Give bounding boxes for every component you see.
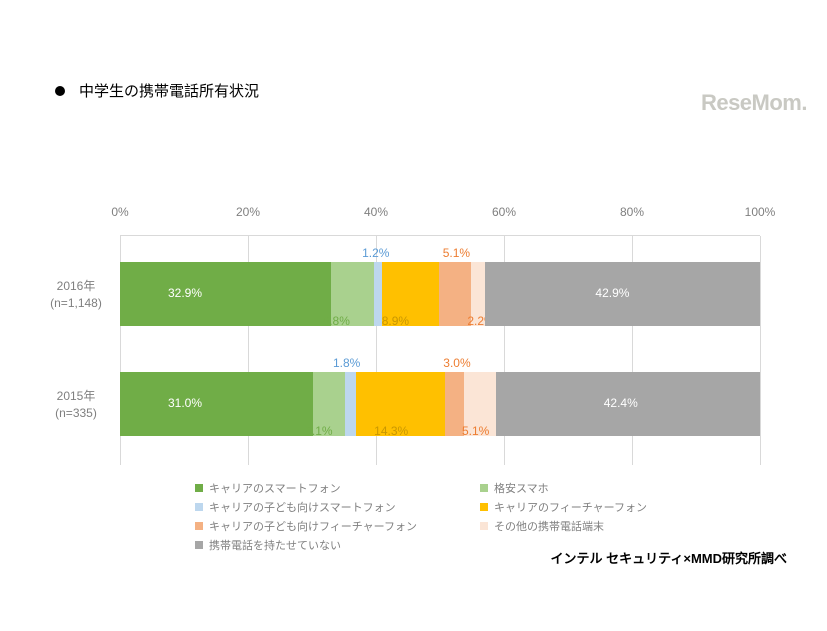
axis-tick: 60% [492, 205, 516, 219]
bar-segment: 14.3% [356, 372, 445, 436]
title-bullet [55, 86, 65, 96]
segment-value-label: 1.2% [362, 246, 389, 260]
y-axis-label: 2015年(n=335) [40, 388, 112, 422]
axis-tick: 20% [236, 205, 260, 219]
legend-label: キャリアのスマートフォン [209, 480, 341, 496]
legend-label: キャリアの子ども向けスマートフォン [209, 499, 396, 515]
watermark-logo: ReseMom. [701, 90, 807, 116]
legend-item: 格安スマホ [480, 480, 755, 496]
legend-item: キャリアのスマートフォン [195, 480, 470, 496]
bar-segment: 6.8% [331, 262, 375, 326]
segment-value-label: 5.1% [443, 246, 470, 260]
legend-swatch [480, 484, 488, 492]
chart-title: 中学生の携帯電話所有状況 [79, 80, 259, 101]
bar-segment: 42.9% [485, 262, 760, 326]
bar-segment: 1.8% [345, 372, 356, 436]
legend-label: キャリアの子ども向けフィーチャーフォン [209, 518, 417, 534]
segment-value-label: 5.1% [462, 424, 489, 438]
segment-value-label: 6.8% [323, 314, 350, 328]
chart-container: 0%20%40%60%80%100% 2016年(n=1,148)32.9%6.… [45, 205, 780, 465]
legend-item: キャリアのフィーチャーフォン [480, 499, 755, 515]
segment-value-label: 3.0% [443, 356, 470, 370]
bar-segment: 32.9% [120, 262, 331, 326]
plot-area: 2016年(n=1,148)32.9%6.8%1.2%8.9%5.1%2.2%4… [120, 235, 760, 465]
segment-value-label: 14.3% [374, 424, 408, 438]
bar-segment: 5.1% [313, 372, 345, 436]
bar-segment: 5.1% [464, 372, 496, 436]
segment-value-label: 32.9% [168, 286, 202, 300]
bar-row: 32.9%6.8%1.2%8.9%5.1%2.2%42.9% [120, 262, 760, 326]
bar-segment: 31.0% [120, 372, 313, 436]
legend-swatch [195, 484, 203, 492]
legend-label: 格安スマホ [494, 480, 549, 496]
legend-item: その他の携帯電話端末 [480, 518, 755, 534]
gridline [760, 236, 761, 465]
legend-swatch [195, 522, 203, 530]
legend-label: その他の携帯電話端末 [494, 518, 604, 534]
segment-value-label: 31.0% [168, 396, 202, 410]
axis-tick: 100% [745, 205, 776, 219]
segment-value-label: 1.8% [333, 356, 360, 370]
y-axis-label: 2016年(n=1,148) [40, 278, 112, 312]
bar-segment: 8.9% [382, 262, 439, 326]
legend-item: キャリアの子ども向けスマートフォン [195, 499, 470, 515]
segment-value-label: 5.1% [305, 424, 332, 438]
bar-segment: 2.2% [471, 262, 485, 326]
axis-tick: 80% [620, 205, 644, 219]
bar-segment: 42.4% [496, 372, 760, 436]
legend-label: キャリアのフィーチャーフォン [494, 499, 647, 515]
segment-value-label: 42.4% [604, 396, 638, 410]
segment-value-label: 8.9% [382, 314, 409, 328]
legend-swatch [480, 503, 488, 511]
segment-value-label: 42.9% [595, 286, 629, 300]
legend-item: キャリアの子ども向けフィーチャーフォン [195, 518, 470, 534]
x-axis: 0%20%40%60%80%100% [120, 205, 760, 235]
legend: キャリアのスマートフォン 格安スマホキャリアの子ども向けスマートフォン キャリアのフ… [195, 480, 755, 553]
axis-tick: 40% [364, 205, 388, 219]
legend-swatch [195, 541, 203, 549]
axis-tick: 0% [111, 205, 128, 219]
bar-segment: 1.2% [374, 262, 382, 326]
legend-swatch [480, 522, 488, 530]
legend-swatch [195, 503, 203, 511]
bar-row: 31.0%5.1%1.8%14.3%3.0%5.1%42.4% [120, 372, 760, 436]
